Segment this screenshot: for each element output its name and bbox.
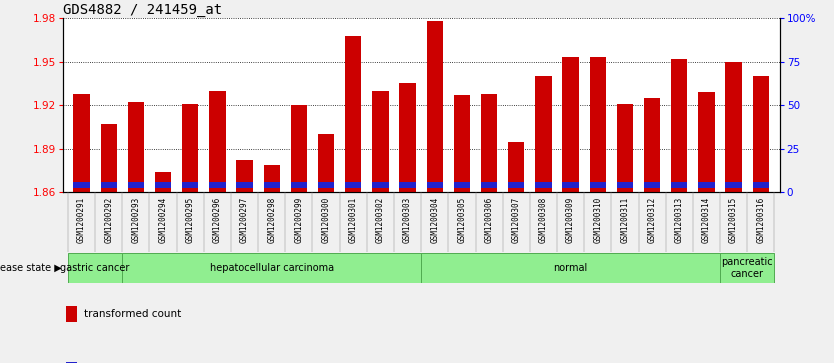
Text: GSM1200295: GSM1200295 xyxy=(186,197,195,244)
Bar xyxy=(155,172,171,192)
Text: GSM1200303: GSM1200303 xyxy=(403,197,412,244)
Bar xyxy=(209,182,225,188)
Bar xyxy=(535,182,551,188)
Bar xyxy=(454,95,470,192)
Bar xyxy=(372,182,389,188)
FancyBboxPatch shape xyxy=(123,253,421,282)
Text: GSM1200313: GSM1200313 xyxy=(675,197,684,244)
Text: GSM1200296: GSM1200296 xyxy=(213,197,222,244)
Text: GSM1200309: GSM1200309 xyxy=(566,197,575,244)
Bar xyxy=(617,182,633,188)
Bar xyxy=(535,76,551,192)
Bar xyxy=(508,182,525,188)
Bar xyxy=(481,182,497,188)
Bar xyxy=(128,102,144,192)
Text: GSM1200311: GSM1200311 xyxy=(620,197,630,244)
Bar xyxy=(264,165,280,192)
Bar xyxy=(182,104,198,192)
Bar xyxy=(101,182,117,188)
Bar xyxy=(590,182,606,188)
Bar xyxy=(345,182,361,188)
Bar xyxy=(236,182,253,188)
Text: disease state ▶: disease state ▶ xyxy=(0,263,62,273)
Bar xyxy=(454,182,470,188)
Text: pancreatic
cancer: pancreatic cancer xyxy=(721,257,773,278)
Bar xyxy=(752,76,769,192)
Bar xyxy=(345,36,361,192)
Bar xyxy=(291,105,307,192)
Bar xyxy=(752,182,769,188)
Text: GSM1200300: GSM1200300 xyxy=(322,197,330,244)
Bar xyxy=(726,62,741,192)
Text: hepatocellular carcinoma: hepatocellular carcinoma xyxy=(209,263,334,273)
Text: GSM1200291: GSM1200291 xyxy=(77,197,86,244)
FancyBboxPatch shape xyxy=(421,253,720,282)
Text: GSM1200308: GSM1200308 xyxy=(539,197,548,244)
Bar xyxy=(698,92,715,192)
Text: GSM1200312: GSM1200312 xyxy=(647,197,656,244)
Bar xyxy=(318,134,334,192)
Bar xyxy=(399,83,415,192)
Bar xyxy=(617,104,633,192)
Bar xyxy=(66,362,77,363)
FancyBboxPatch shape xyxy=(68,253,123,282)
Bar xyxy=(73,182,90,188)
Bar xyxy=(590,57,606,192)
FancyBboxPatch shape xyxy=(720,253,774,282)
Text: GSM1200302: GSM1200302 xyxy=(376,197,385,244)
Bar xyxy=(644,182,661,188)
Bar xyxy=(399,182,415,188)
Text: GSM1200293: GSM1200293 xyxy=(132,197,140,244)
Text: GDS4882 / 241459_at: GDS4882 / 241459_at xyxy=(63,3,222,17)
Bar xyxy=(671,182,687,188)
Bar xyxy=(155,182,171,188)
Text: GSM1200306: GSM1200306 xyxy=(485,197,494,244)
Text: GSM1200305: GSM1200305 xyxy=(457,197,466,244)
Text: GSM1200294: GSM1200294 xyxy=(158,197,168,244)
Bar xyxy=(291,182,307,188)
Text: GSM1200315: GSM1200315 xyxy=(729,197,738,244)
Text: GSM1200316: GSM1200316 xyxy=(756,197,766,244)
Bar xyxy=(726,182,741,188)
Bar xyxy=(481,94,497,192)
Bar xyxy=(318,182,334,188)
Bar xyxy=(698,182,715,188)
Bar xyxy=(671,59,687,192)
Bar xyxy=(264,182,280,188)
Bar xyxy=(101,124,117,192)
Bar xyxy=(508,142,525,192)
Text: GSM1200297: GSM1200297 xyxy=(240,197,249,244)
Text: GSM1200301: GSM1200301 xyxy=(349,197,358,244)
Text: GSM1200310: GSM1200310 xyxy=(593,197,602,244)
Bar xyxy=(66,306,77,322)
Bar xyxy=(182,182,198,188)
Bar xyxy=(644,98,661,192)
Bar xyxy=(372,91,389,192)
Bar xyxy=(73,94,90,192)
Text: GSM1200307: GSM1200307 xyxy=(512,197,520,244)
Text: GSM1200292: GSM1200292 xyxy=(104,197,113,244)
Bar xyxy=(236,160,253,192)
Text: GSM1200304: GSM1200304 xyxy=(430,197,440,244)
Text: transformed count: transformed count xyxy=(84,309,181,319)
Text: gastric cancer: gastric cancer xyxy=(60,263,130,273)
Text: GSM1200298: GSM1200298 xyxy=(267,197,276,244)
Bar xyxy=(427,182,443,188)
Text: normal: normal xyxy=(554,263,588,273)
Bar xyxy=(128,182,144,188)
Text: GSM1200299: GSM1200299 xyxy=(294,197,304,244)
Bar xyxy=(209,91,225,192)
Bar xyxy=(562,182,579,188)
Bar xyxy=(427,21,443,192)
Text: GSM1200314: GSM1200314 xyxy=(702,197,711,244)
Bar xyxy=(562,57,579,192)
